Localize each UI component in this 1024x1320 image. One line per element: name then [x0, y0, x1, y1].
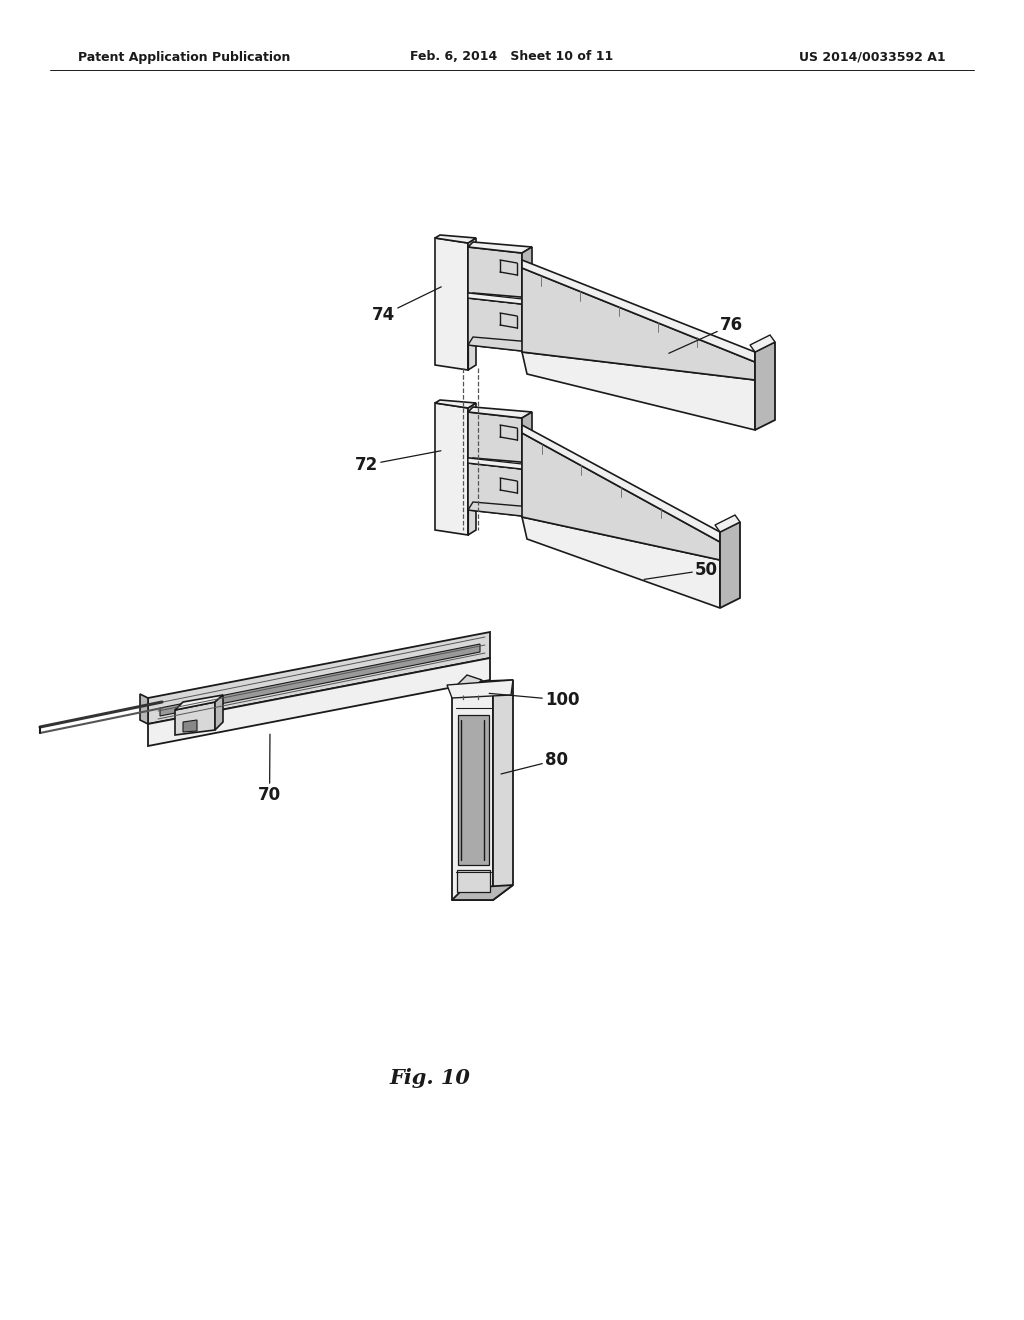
Polygon shape: [468, 298, 522, 351]
Polygon shape: [750, 335, 775, 352]
Text: 70: 70: [258, 734, 282, 804]
Polygon shape: [522, 298, 532, 351]
Polygon shape: [522, 425, 720, 543]
Polygon shape: [468, 502, 532, 516]
Polygon shape: [468, 242, 532, 253]
Polygon shape: [435, 403, 468, 535]
Polygon shape: [435, 238, 468, 370]
Text: Feb. 6, 2014   Sheet 10 of 11: Feb. 6, 2014 Sheet 10 of 11: [411, 50, 613, 63]
Polygon shape: [522, 455, 532, 469]
Polygon shape: [468, 247, 522, 300]
Polygon shape: [522, 260, 755, 362]
Polygon shape: [468, 337, 532, 351]
Polygon shape: [452, 675, 482, 696]
Polygon shape: [522, 517, 720, 609]
Polygon shape: [468, 412, 522, 465]
Polygon shape: [522, 352, 755, 430]
Text: 72: 72: [354, 451, 441, 474]
Text: Fig. 10: Fig. 10: [389, 1068, 470, 1088]
Text: 74: 74: [372, 286, 441, 323]
Polygon shape: [522, 433, 720, 560]
Polygon shape: [522, 247, 532, 300]
Polygon shape: [493, 680, 513, 900]
Polygon shape: [755, 342, 775, 430]
Polygon shape: [522, 290, 532, 304]
Polygon shape: [148, 657, 490, 746]
Polygon shape: [468, 238, 476, 370]
Polygon shape: [447, 680, 513, 698]
Polygon shape: [468, 463, 522, 516]
Polygon shape: [458, 715, 489, 865]
Polygon shape: [468, 293, 532, 304]
Text: Patent Application Publication: Patent Application Publication: [78, 50, 291, 63]
Polygon shape: [183, 719, 197, 733]
Polygon shape: [720, 521, 740, 609]
Polygon shape: [435, 235, 476, 243]
Polygon shape: [522, 268, 755, 380]
Text: 100: 100: [489, 690, 580, 709]
Polygon shape: [175, 696, 223, 710]
Polygon shape: [160, 644, 480, 715]
Polygon shape: [468, 407, 532, 418]
Polygon shape: [215, 696, 223, 730]
Polygon shape: [468, 293, 522, 304]
Polygon shape: [468, 403, 476, 535]
Polygon shape: [175, 702, 215, 735]
Text: 50: 50: [644, 561, 718, 579]
Polygon shape: [457, 870, 490, 892]
Polygon shape: [522, 463, 532, 516]
Polygon shape: [452, 884, 513, 900]
Polygon shape: [435, 400, 476, 408]
Text: 80: 80: [501, 751, 568, 774]
Text: US 2014/0033592 A1: US 2014/0033592 A1: [800, 50, 946, 63]
Polygon shape: [715, 515, 740, 532]
Polygon shape: [468, 458, 522, 469]
Polygon shape: [468, 458, 532, 469]
Text: 76: 76: [669, 315, 743, 354]
Polygon shape: [148, 632, 490, 723]
Polygon shape: [452, 690, 493, 900]
Polygon shape: [522, 412, 532, 465]
Polygon shape: [140, 694, 148, 723]
Polygon shape: [452, 680, 513, 690]
